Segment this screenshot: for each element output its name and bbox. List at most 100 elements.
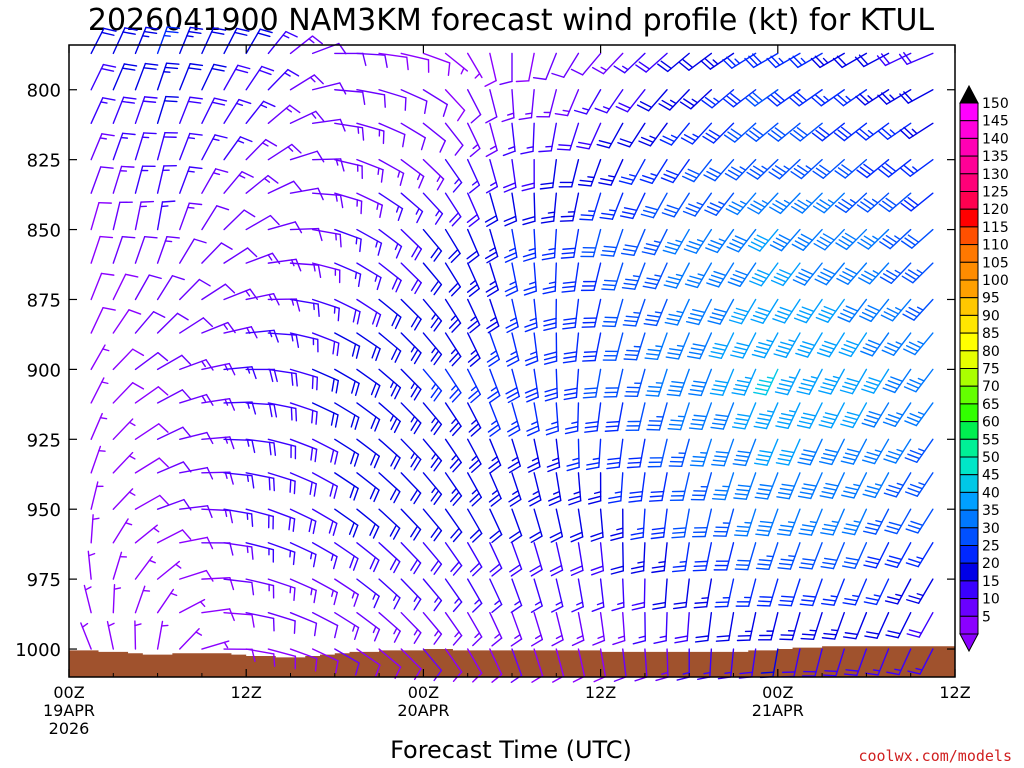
wind-barb: [818, 402, 845, 429]
barb-full-flag: [205, 569, 214, 582]
x-tick-label: 12Z: [585, 683, 616, 702]
barb-half-flag: [805, 165, 813, 171]
barb-half-flag: [621, 65, 629, 71]
wind-barb: [750, 298, 779, 324]
barb-full-flag: [122, 96, 137, 100]
wind-barb: [789, 89, 823, 107]
barb-full-flag: [469, 562, 481, 573]
barb-half-flag: [633, 311, 641, 314]
barb-full-flag: [877, 94, 888, 105]
wind-barb: [773, 332, 801, 359]
barb-full-flag: [241, 171, 254, 178]
barb-full-flag: [489, 464, 502, 474]
barb-half-flag: [800, 57, 807, 64]
barb-full-flag: [716, 635, 731, 638]
wind-barb: [289, 542, 317, 568]
barb-full-flag: [658, 103, 671, 111]
barb-full-flag: [220, 242, 233, 250]
wind-barb: [156, 26, 181, 55]
barb-full-flag: [822, 674, 837, 677]
barb-full-flag: [663, 173, 677, 180]
barb-full-flag: [265, 138, 278, 147]
wind-barb: [400, 158, 425, 189]
wind-barb: [596, 122, 624, 149]
barb-half-flag: [697, 273, 705, 277]
wind-barb: [544, 368, 559, 402]
wind-barb: [539, 158, 557, 190]
barb-full-flag: [447, 62, 451, 76]
barb-full-flag: [693, 565, 708, 568]
wind-barb: [524, 298, 538, 333]
barb-full-flag: [855, 95, 866, 106]
wind-barb: [529, 542, 543, 577]
barb-full-flag: [295, 334, 300, 348]
barb-full-flag: [846, 377, 860, 383]
colorbar-swatch: [959, 155, 979, 175]
barb-half-flag: [638, 635, 646, 639]
wind-barb: [820, 542, 845, 570]
barb-full-flag: [835, 242, 848, 251]
wind-barb: [904, 402, 934, 427]
colorbar-label: 30: [982, 521, 1000, 537]
barb-full-flag: [467, 320, 479, 330]
barb-full-flag: [334, 624, 339, 639]
barb-full-flag: [821, 457, 835, 462]
wind-barb: [700, 52, 735, 70]
barb-full-flag: [864, 489, 878, 495]
barb-shaft: [378, 648, 402, 668]
barb-full-flag: [882, 273, 896, 281]
wind-barb: [311, 332, 340, 357]
barb-full-flag: [558, 144, 572, 147]
barb-half-flag: [512, 490, 519, 495]
wind-barb: [576, 122, 602, 150]
barb-half-flag: [596, 601, 604, 606]
wind-barb: [728, 298, 757, 325]
barb-half-flag: [451, 384, 457, 391]
barb-full-flag: [468, 254, 480, 264]
barb-full-flag: [523, 285, 537, 292]
barb-half-flag: [895, 593, 903, 597]
barb-half-flag: [788, 410, 797, 413]
barb-shaft: [267, 611, 296, 622]
barb-full-flag: [430, 350, 440, 362]
wind-barb: [400, 332, 422, 365]
wind-barb: [566, 438, 580, 472]
wind-barb: [485, 228, 499, 264]
barb-full-flag: [744, 97, 756, 107]
wind-barb: [503, 192, 518, 227]
barb-full-flag: [780, 524, 794, 528]
barb-shaft: [422, 648, 443, 672]
barb-full-flag: [824, 378, 838, 383]
colorbar-label: 65: [982, 397, 1000, 413]
barb-full-flag: [684, 172, 698, 179]
wind-barb: [400, 192, 424, 224]
barb-full-flag: [521, 186, 535, 192]
wind-barb: [617, 122, 646, 148]
barb-full-flag: [723, 98, 735, 108]
wind-barb: [267, 332, 300, 348]
barb-full-flag: [819, 199, 832, 208]
barb-full-flag: [753, 238, 767, 245]
barb-full-flag: [524, 355, 538, 362]
wind-barb: [604, 402, 624, 432]
wind-barb: [704, 192, 735, 216]
wind-barb: [900, 158, 934, 177]
barb-full-flag: [395, 245, 403, 259]
barb-full-flag: [739, 671, 754, 675]
wind-barb: [334, 368, 360, 396]
wind-barb: [906, 611, 934, 638]
barb-full-flag: [759, 413, 773, 417]
barb-full-flag: [566, 462, 580, 467]
barb-full-flag: [619, 138, 633, 144]
wind-barb: [289, 402, 318, 425]
barb-half-flag: [895, 307, 902, 312]
wind-barb: [90, 201, 113, 231]
barb-full-flag: [389, 557, 398, 571]
colorbar-label: 100: [982, 273, 1009, 289]
barb-half-flag: [830, 595, 838, 598]
wind-barb: [510, 611, 523, 647]
wind-barb: [819, 438, 845, 466]
barb-half-flag: [761, 200, 769, 205]
barb-full-flag: [638, 61, 651, 70]
barb-full-flag: [687, 168, 701, 176]
